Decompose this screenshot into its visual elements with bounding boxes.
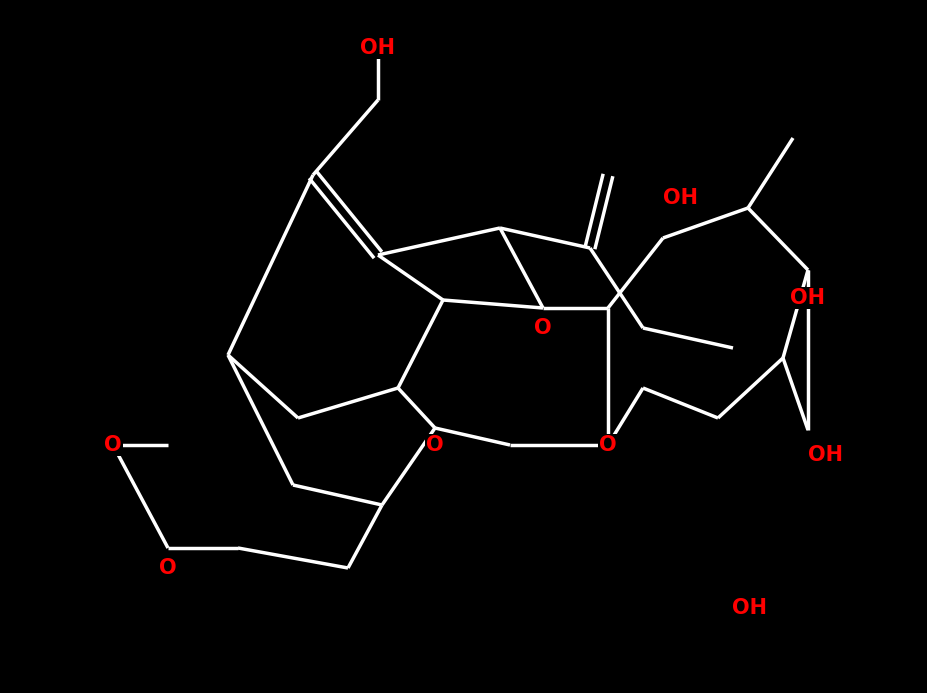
Text: O: O [425,435,443,455]
Text: OH: OH [807,445,842,465]
Text: O: O [599,435,616,455]
Text: OH: OH [789,288,824,308]
Text: O: O [104,435,121,455]
Text: OH: OH [360,38,395,58]
Text: O: O [159,558,177,578]
Text: OH: OH [731,598,767,618]
Text: O: O [534,318,552,338]
Text: OH: OH [662,188,697,208]
